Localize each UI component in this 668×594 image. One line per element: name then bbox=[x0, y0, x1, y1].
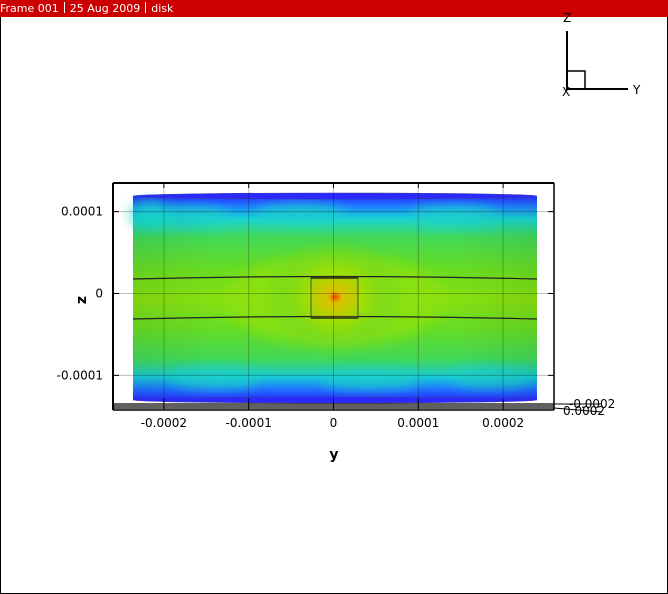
separator bbox=[145, 2, 147, 13]
layer-boundary-upper bbox=[132, 275, 538, 280]
depth-axis-tick-label: -0.0002 bbox=[569, 397, 615, 411]
y-tick-label: 0 bbox=[95, 287, 103, 301]
y-tick-label: 0.0001 bbox=[61, 205, 103, 219]
x-axis-label: y bbox=[329, 447, 338, 463]
y-tick-label: -0.0001 bbox=[57, 368, 103, 382]
cylinder-shading bbox=[133, 196, 537, 400]
frame-date: 25 Aug 2009 bbox=[69, 2, 141, 15]
frame-header: Frame 001 25 Aug 2009 disk bbox=[0, 0, 668, 17]
x-tick-label: -0.0002 bbox=[141, 416, 187, 430]
separator bbox=[63, 2, 65, 13]
disk-bottom-edge bbox=[132, 396, 538, 404]
depth-axis-tick-label: 0.0002 bbox=[563, 404, 605, 418]
frame-label: Frame 001 bbox=[0, 2, 59, 15]
frame-dataset-name: disk bbox=[151, 2, 174, 15]
disk-top-edge bbox=[132, 192, 538, 200]
layer-boundary-lower bbox=[132, 315, 538, 320]
triad-x-label: X bbox=[562, 85, 570, 99]
x-axis-ticks: -0.0002 -0.0001 0 0.0001 0.0002 bbox=[141, 183, 524, 430]
x-tick-label: 0.0002 bbox=[482, 416, 524, 430]
inner-core-block bbox=[310, 277, 359, 319]
disk-contour-surface bbox=[130, 192, 538, 404]
triad-z-label: Z bbox=[563, 11, 571, 25]
triad-y-label: Y bbox=[632, 83, 641, 97]
y-axis-label: z bbox=[74, 296, 90, 304]
y-axis-ticks: 0.0001 0 -0.0001 bbox=[57, 205, 554, 382]
x-tick-label: 0.0001 bbox=[397, 416, 439, 430]
triad-corner-box bbox=[566, 70, 586, 90]
x-tick-label: 0 bbox=[330, 416, 338, 430]
x-tick-label: -0.0001 bbox=[226, 416, 272, 430]
grid-lines bbox=[113, 183, 554, 404]
axes-orientation-triad: Z Y X bbox=[562, 11, 641, 99]
